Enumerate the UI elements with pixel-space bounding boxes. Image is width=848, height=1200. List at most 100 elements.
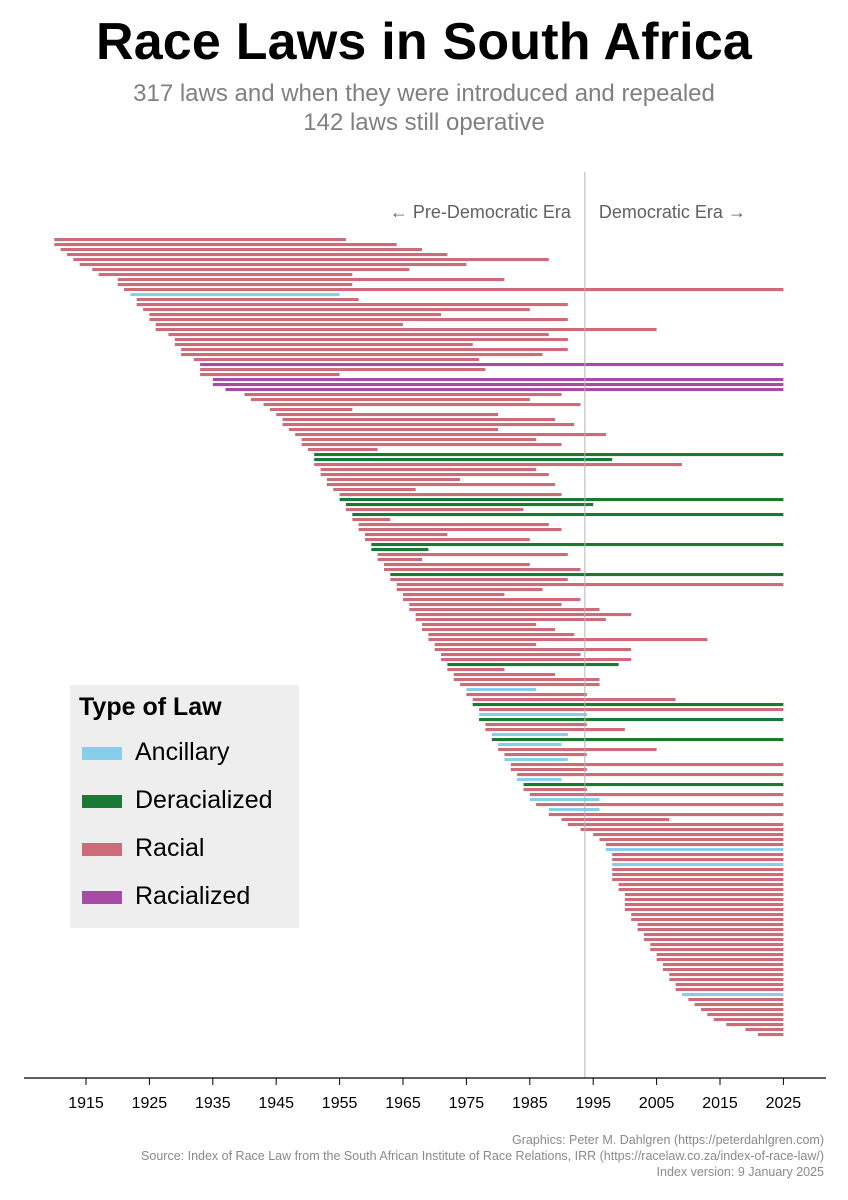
law-bar-racial (409, 608, 600, 612)
law-bar-racialized (225, 388, 784, 392)
x-axis-ticks: 1915 1925 1935 1945 1955 1965 1975 1985 1995 2005… (68, 1078, 801, 1112)
law-bar-racial (79, 263, 467, 267)
law-bar-racial (149, 313, 441, 317)
law-bar-racial (701, 1008, 784, 1012)
law-bar-racial (523, 788, 587, 792)
law-bar-racial (288, 428, 499, 432)
law-bar-racial (301, 438, 537, 442)
law-bar-racial (726, 1023, 784, 1027)
law-bar-deracialized (339, 498, 784, 502)
law-bar-deracialized (479, 718, 784, 722)
legend-label: Racialized (135, 882, 251, 910)
law-bar-racial (67, 253, 448, 257)
law-bar-ancillary (517, 778, 562, 782)
legend-swatch (82, 891, 122, 904)
law-bar-racialized (212, 383, 784, 387)
law-bar-racial (624, 903, 784, 907)
law-bar-racial (485, 723, 587, 727)
law-bar-racial (54, 238, 346, 242)
x-tick-label: 1935 (195, 1095, 231, 1112)
chart-subtitle-line-1: 317 laws and when they were introduced a… (133, 80, 715, 107)
law-bar-racial (174, 338, 568, 342)
law-bar-racial (498, 748, 657, 752)
law-bar-ancillary (612, 863, 784, 867)
law-bar-deracialized (345, 503, 594, 507)
law-bar-racial (358, 523, 549, 527)
law-bar-racial (276, 413, 499, 417)
law-bar-racial (631, 918, 784, 922)
law-bar-racial (434, 648, 632, 652)
law-bar-racial (409, 603, 562, 607)
pre-democratic-era-label: ← Pre-Democratic Era (390, 202, 572, 222)
law-bar-racial (390, 578, 568, 582)
law-bar-racial (504, 753, 587, 757)
law-bar-racial (466, 693, 587, 697)
law-bar-deracialized (314, 453, 784, 457)
law-bar-racial (662, 963, 784, 967)
law-bar-ancillary (466, 688, 537, 692)
legend-swatch (82, 747, 122, 760)
law-bar-racial (181, 348, 568, 352)
law-bar-racial (326, 478, 460, 482)
law-bar-ancillary (605, 848, 784, 852)
credit-index-version: Index version: 9 January 2025 (656, 1165, 824, 1179)
law-bar-deracialized (314, 458, 613, 462)
law-bar-racial (675, 983, 784, 987)
law-bar-racial (282, 418, 556, 422)
law-bars (54, 238, 784, 1037)
law-bar-racial (612, 853, 784, 857)
law-bar-racial (136, 298, 359, 302)
law-bar-racial (314, 463, 682, 467)
law-bar-racial (453, 673, 556, 677)
law-bar-racial (422, 623, 537, 627)
law-bar-racial (244, 393, 562, 397)
law-bar-deracialized (390, 573, 784, 577)
law-bar-racial (428, 633, 575, 637)
law-bar-racial (428, 638, 708, 642)
law-bar-racial (384, 568, 581, 572)
law-bar-ancillary (498, 743, 562, 747)
law-bar-racial (447, 668, 505, 672)
law-bar-racial (510, 768, 587, 772)
law-bar-racial (441, 653, 581, 657)
law-bar-racial (403, 598, 581, 602)
law-bar-racial (155, 328, 657, 332)
law-bar-racial (745, 1028, 784, 1032)
x-tick-label: 1925 (132, 1095, 168, 1112)
law-bar-racial (326, 483, 556, 487)
law-bar-racial (295, 433, 606, 437)
law-bar-deracialized (447, 663, 619, 667)
law-bar-racial (143, 308, 530, 312)
law-bar-racial (624, 893, 784, 897)
law-bar-deracialized (523, 783, 784, 787)
law-bar-racial (662, 968, 784, 972)
law-bar-racial (98, 273, 353, 277)
legend-swatch (82, 843, 122, 856)
law-bar-racial (200, 368, 486, 372)
law-bar-ancillary (548, 808, 600, 812)
x-tick-label: 1945 (258, 1095, 294, 1112)
law-bar-racial (561, 818, 670, 822)
law-bar-racial (479, 708, 784, 712)
law-bar-ancillary (491, 733, 568, 737)
legend-label: Ancillary (135, 738, 230, 766)
law-bar-racial (149, 318, 568, 322)
law-bar-racial (631, 913, 784, 917)
chart-subtitle-line-2: 142 laws still operative (303, 109, 545, 136)
law-bar-racial (758, 1033, 784, 1037)
law-bar-racial (643, 938, 784, 942)
law-bar-racial (612, 873, 784, 877)
chart-title: Race Laws in South Africa (95, 13, 753, 71)
law-bar-racial (707, 1013, 784, 1017)
legend-label: Deracialized (135, 786, 273, 814)
law-bar-ancillary (130, 293, 340, 297)
law-bar-deracialized (371, 543, 784, 547)
legend-label: Racial (135, 834, 205, 862)
law-bar-racial (643, 933, 784, 937)
law-bar-racial (193, 358, 480, 362)
law-bar-racial (282, 423, 575, 427)
law-bar-racial (517, 773, 784, 777)
law-bar-racial (168, 333, 549, 337)
law-bar-racial (650, 948, 784, 952)
